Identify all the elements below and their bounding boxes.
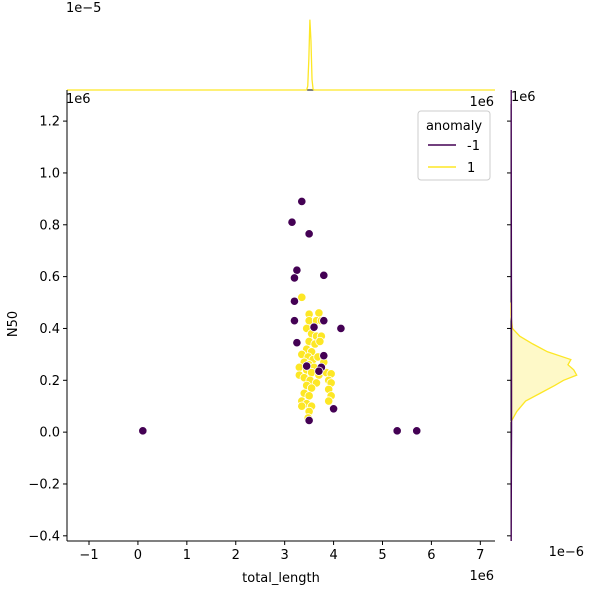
normal-point <box>297 292 307 302</box>
legend-label-positive: 1 <box>467 161 475 176</box>
anomaly-point <box>319 270 329 280</box>
normal-point <box>306 383 317 393</box>
y-tick-label: 0.0 <box>39 426 60 441</box>
anomaly-point <box>289 273 300 283</box>
x-tick-label: 0 <box>134 548 142 563</box>
anomaly-point <box>138 426 148 436</box>
anomaly-point <box>302 361 312 371</box>
x-axis-multiplier: 1e6 <box>469 569 494 584</box>
legend: anomaly -1 1 <box>417 110 491 181</box>
top-marginal-x-multiplier: 1e6 <box>469 95 494 110</box>
normal-point <box>304 391 314 401</box>
x-tick-label: 6 <box>427 548 435 563</box>
legend-label-negative: -1 <box>467 139 480 154</box>
anomaly-point <box>319 316 329 326</box>
x-tick-label: 4 <box>329 548 337 563</box>
main-scatter-plot <box>138 196 422 436</box>
y-tick-label: 0.8 <box>39 218 60 233</box>
x-tick-label: −1 <box>79 548 98 563</box>
anomaly-point <box>314 366 324 376</box>
right-marginal-plot <box>507 89 578 542</box>
normal-point <box>297 401 307 411</box>
anomaly-point <box>304 229 314 239</box>
scatter-points <box>138 196 422 436</box>
anomaly-point <box>309 322 319 332</box>
anomaly-point <box>297 196 307 207</box>
anomaly-point <box>289 296 300 306</box>
x-tick-label: 1 <box>183 548 191 563</box>
top-marginal-multiplier: 1e−5 <box>66 1 101 16</box>
normal-point <box>314 308 324 318</box>
normal-point <box>324 396 334 406</box>
anomaly-point <box>287 217 297 227</box>
y-tick-label: −0.2 <box>28 477 60 492</box>
x-tick-label: 3 <box>281 548 289 563</box>
anomaly-point <box>336 323 346 334</box>
y-tick-label: 0.2 <box>39 374 60 389</box>
anomaly-point <box>292 265 302 275</box>
normal-point <box>315 336 325 347</box>
y-tick-label: 0.4 <box>39 322 60 337</box>
top-marginal-kde-line <box>67 19 495 91</box>
y-axis-label: N50 <box>6 311 21 337</box>
x-tick-label: 2 <box>232 548 240 563</box>
legend-title: anomaly <box>426 119 482 134</box>
anomaly-point <box>319 351 329 361</box>
anomaly-point <box>392 426 402 436</box>
y-tick-label: 0.6 <box>39 270 60 285</box>
x-tick-label: 7 <box>476 548 484 563</box>
anomaly-point <box>304 415 314 426</box>
top-marginal-plot <box>67 19 495 91</box>
x-axis-label: total_length <box>242 571 320 586</box>
anomaly-point <box>412 426 422 436</box>
y-tick-label: 1.2 <box>39 115 60 130</box>
x-tick-label: 5 <box>378 548 386 563</box>
y-axis-multiplier: 1e6 <box>66 92 91 107</box>
y-tick-label: −0.4 <box>28 529 60 544</box>
right-marginal-kde-fill <box>511 302 577 422</box>
anomaly-point <box>289 316 300 326</box>
right-marginal-kde-line <box>510 302 578 423</box>
anomaly-point <box>328 404 339 414</box>
y-tick-label: 1.0 <box>39 166 60 181</box>
main-axes: −1 0 1 2 3 4 5 6 7 −0.4 −0.2 0.0 0.2 0.4 0.6 0.8 1.0 1.2 <box>28 90 495 563</box>
right-marginal-y-multiplier: 1e6 <box>511 90 536 105</box>
anomaly-point <box>292 338 302 348</box>
right-marginal-multiplier: 1e−6 <box>549 545 584 560</box>
